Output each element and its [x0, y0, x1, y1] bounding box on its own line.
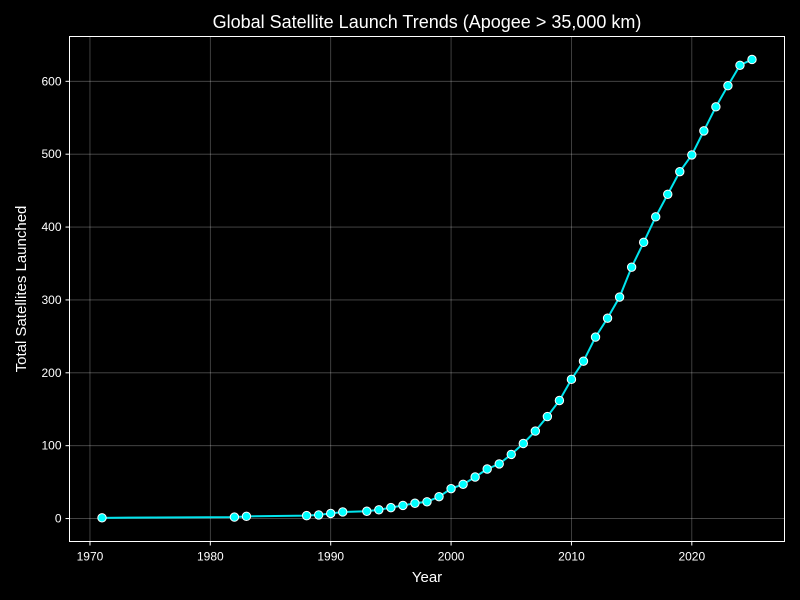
data-point [590, 332, 601, 342]
y-tick-label: 300 [41, 293, 61, 307]
data-point [663, 189, 673, 199]
data-point [602, 313, 613, 323]
y-tick-label: 500 [41, 147, 61, 161]
data-point [518, 438, 528, 449]
data-point [410, 498, 420, 508]
y-tick-label: 100 [41, 439, 61, 453]
x-tick-label: 1980 [197, 550, 224, 564]
data-point [651, 212, 661, 222]
data-point [458, 479, 468, 489]
data-point [470, 472, 480, 482]
data-point [687, 150, 697, 160]
data-point [735, 60, 745, 70]
y-tick-label: 600 [41, 74, 61, 88]
y-axis-label: Total Satellites Launched [13, 206, 30, 373]
chart-title: Global Satellite Launch Trends (Apogee >… [213, 12, 642, 32]
plot-frame [69, 36, 785, 542]
y-tick-label: 0 [55, 512, 62, 526]
data-point [386, 502, 396, 513]
data-point [711, 102, 721, 112]
data-point [542, 411, 553, 422]
data-point [530, 426, 541, 436]
data-point [434, 491, 444, 502]
data-point [338, 507, 348, 517]
data-point [638, 237, 649, 248]
x-axis-label: Year [412, 569, 442, 586]
data-point [675, 166, 685, 177]
data-point [398, 500, 408, 511]
x-tick-label: 1970 [77, 550, 104, 564]
axis-ticks: 1970 1980 1990 2000 2010 2020 0 100 200 300 400 500… [41, 74, 705, 563]
data-point [494, 459, 504, 469]
data-point [614, 292, 625, 302]
data-point [578, 356, 589, 366]
x-tick-label: 2000 [438, 550, 465, 564]
data-point [313, 510, 324, 520]
data-point [241, 511, 252, 522]
data-point [699, 126, 709, 136]
y-tick-label: 200 [41, 366, 61, 380]
data-point [747, 54, 757, 65]
data-point [374, 505, 384, 515]
data-point [326, 508, 336, 519]
series-layer [97, 54, 757, 523]
data-point [446, 483, 456, 494]
data-point [301, 510, 312, 521]
data-point [229, 512, 240, 522]
data-point [422, 497, 432, 507]
data-point [482, 464, 492, 474]
data-point [626, 262, 637, 272]
data-point [506, 449, 516, 460]
data-point [566, 374, 577, 385]
y-tick-label: 400 [41, 220, 61, 234]
series-line [101, 58, 753, 519]
data-point [97, 513, 107, 523]
x-tick-label: 1990 [317, 550, 344, 564]
data-point [723, 80, 733, 91]
x-tick-label: 2020 [678, 550, 705, 564]
data-point [554, 395, 565, 406]
x-tick-label: 2010 [558, 550, 585, 564]
grid [69, 36, 785, 542]
data-point [362, 506, 372, 516]
